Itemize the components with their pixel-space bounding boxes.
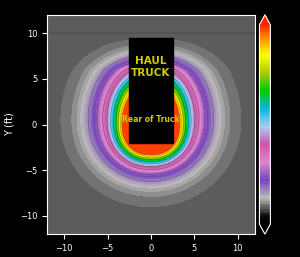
PathPatch shape: [260, 15, 270, 25]
Bar: [129, 38, 172, 143]
Text: HAUL
TRUCK: HAUL TRUCK: [131, 56, 171, 78]
Y-axis label: Y (ft): Y (ft): [4, 113, 14, 136]
Title: Front Of Truck: Front Of Truck: [117, 4, 185, 14]
Text: Rear of Truck: Rear of Truck: [122, 115, 180, 124]
PathPatch shape: [260, 224, 270, 234]
